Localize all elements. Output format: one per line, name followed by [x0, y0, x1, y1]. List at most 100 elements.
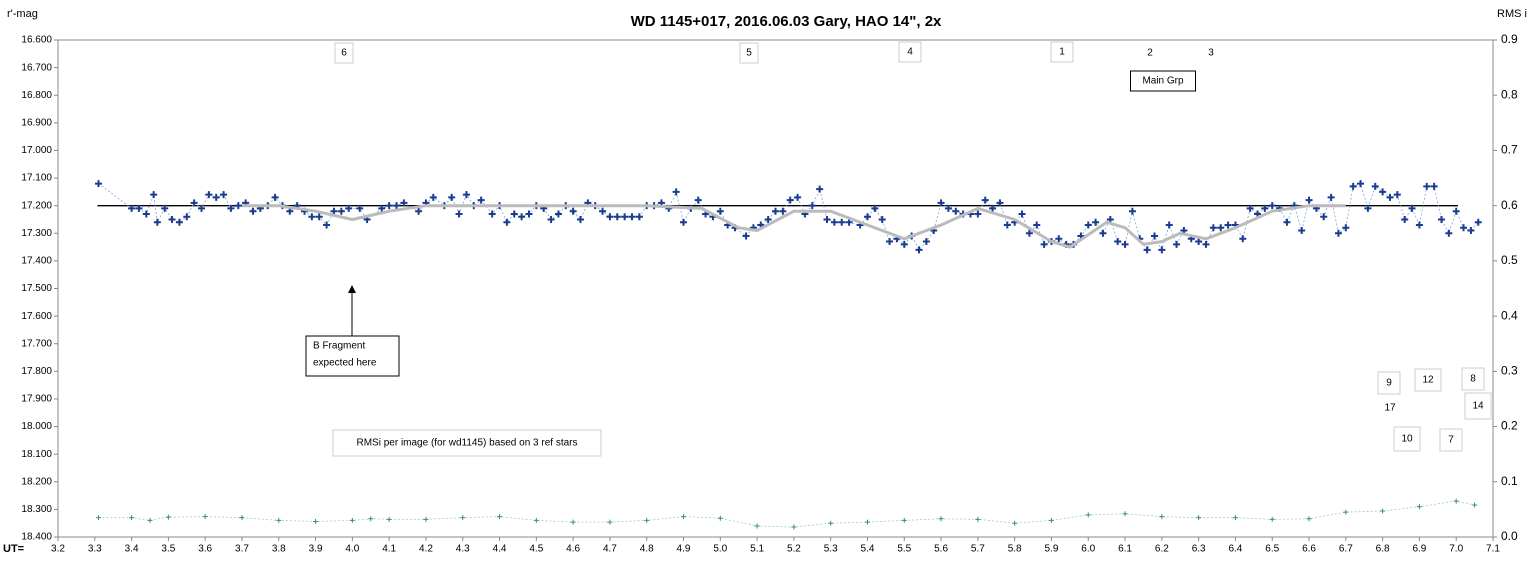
point	[1306, 516, 1312, 522]
x-tick-label: 3.7	[235, 544, 249, 555]
y2-tick-label: 0.8	[1501, 87, 1518, 101]
point	[1122, 511, 1128, 517]
point	[1085, 512, 1091, 518]
x-tick-label: 3.9	[309, 544, 323, 555]
annotation: Main Grp	[1142, 76, 1184, 87]
y-axis-title: r'-mag	[7, 8, 38, 20]
y2-tick-label: 0.4	[1501, 308, 1518, 322]
point	[1320, 213, 1328, 221]
point	[554, 210, 562, 218]
annotation: 5	[746, 48, 752, 59]
annotation-box	[1461, 367, 1485, 391]
annotation: 2	[1147, 48, 1153, 59]
point	[823, 215, 831, 223]
point	[915, 246, 923, 254]
point	[576, 215, 584, 223]
point	[681, 514, 687, 520]
point	[901, 517, 907, 523]
point	[239, 515, 245, 521]
point	[330, 207, 338, 215]
series-line	[98, 500, 1475, 528]
annotation: B Fragment	[313, 341, 365, 352]
point	[938, 516, 944, 522]
point	[1416, 504, 1422, 510]
y-tick-label: 17.500	[21, 283, 52, 294]
x-tick-label: 6.5	[1265, 544, 1279, 555]
x-tick-label: 4.3	[456, 544, 470, 555]
x-tick-label: 6.3	[1192, 544, 1206, 555]
point	[779, 207, 787, 215]
x-tick-label: 4.8	[640, 544, 654, 555]
y2-tick-label: 0.0	[1501, 529, 1518, 543]
point	[1452, 207, 1460, 215]
point	[460, 515, 466, 521]
x-tick-label: 5.1	[750, 544, 764, 555]
y-tick-label: 17.400	[21, 256, 52, 267]
point	[975, 516, 981, 522]
point	[147, 517, 153, 523]
x-tick-label: 4.5	[529, 544, 543, 555]
x-tick-label: 6.6	[1302, 544, 1316, 555]
point	[234, 202, 242, 210]
point	[716, 207, 724, 215]
annotation-box	[334, 42, 354, 64]
point	[488, 210, 496, 218]
point	[429, 193, 437, 201]
point	[838, 218, 846, 226]
point	[607, 519, 613, 525]
point	[694, 196, 702, 204]
point	[129, 515, 135, 521]
point	[313, 519, 319, 525]
annotation: 6	[341, 48, 347, 59]
y2-tick-label: 0.2	[1501, 419, 1518, 433]
point	[717, 515, 723, 521]
x-tick-label: 6.2	[1155, 544, 1169, 555]
point	[937, 199, 945, 207]
annotation-box	[1377, 371, 1401, 395]
point	[786, 196, 794, 204]
y2-tick-label: 0.3	[1501, 364, 1518, 378]
point	[349, 517, 355, 523]
x-tick-label: 4.4	[493, 544, 507, 555]
y-tick-label: 17.100	[21, 173, 52, 184]
point	[1196, 515, 1202, 521]
point	[672, 188, 680, 196]
point	[864, 519, 870, 525]
point	[249, 207, 257, 215]
point	[828, 520, 834, 526]
y-tick-label: 17.600	[21, 311, 52, 322]
annotation-box	[1050, 41, 1074, 63]
point	[1342, 224, 1350, 232]
point	[952, 207, 960, 215]
x-tick-label: 5.6	[934, 544, 948, 555]
point	[455, 210, 463, 218]
point	[1472, 502, 1478, 508]
annotation-box	[1464, 392, 1492, 420]
y-tick-label: 18.300	[21, 504, 52, 515]
x-tick-label: 7.1	[1486, 544, 1500, 555]
point	[606, 213, 614, 221]
point	[1349, 182, 1357, 190]
point	[1408, 204, 1416, 212]
x-tick-label: 3.6	[198, 544, 212, 555]
point	[161, 204, 169, 212]
annotation-box	[898, 41, 922, 63]
x-tick-label: 6.9	[1412, 544, 1426, 555]
point	[1224, 221, 1232, 229]
x-tick-label: 6.1	[1118, 544, 1132, 555]
point	[1209, 224, 1217, 232]
point	[497, 514, 503, 520]
y-tick-label: 16.800	[21, 90, 52, 101]
point	[989, 204, 997, 212]
point	[1393, 191, 1401, 199]
point	[1364, 204, 1372, 212]
y-tick-label: 17.300	[21, 228, 52, 239]
point	[878, 215, 886, 223]
point	[794, 193, 802, 201]
x-tick-label: 4.0	[345, 544, 359, 555]
point	[1018, 210, 1026, 218]
point	[1025, 229, 1033, 237]
annotation: 9	[1386, 378, 1392, 389]
point	[1460, 224, 1468, 232]
point	[202, 514, 208, 520]
